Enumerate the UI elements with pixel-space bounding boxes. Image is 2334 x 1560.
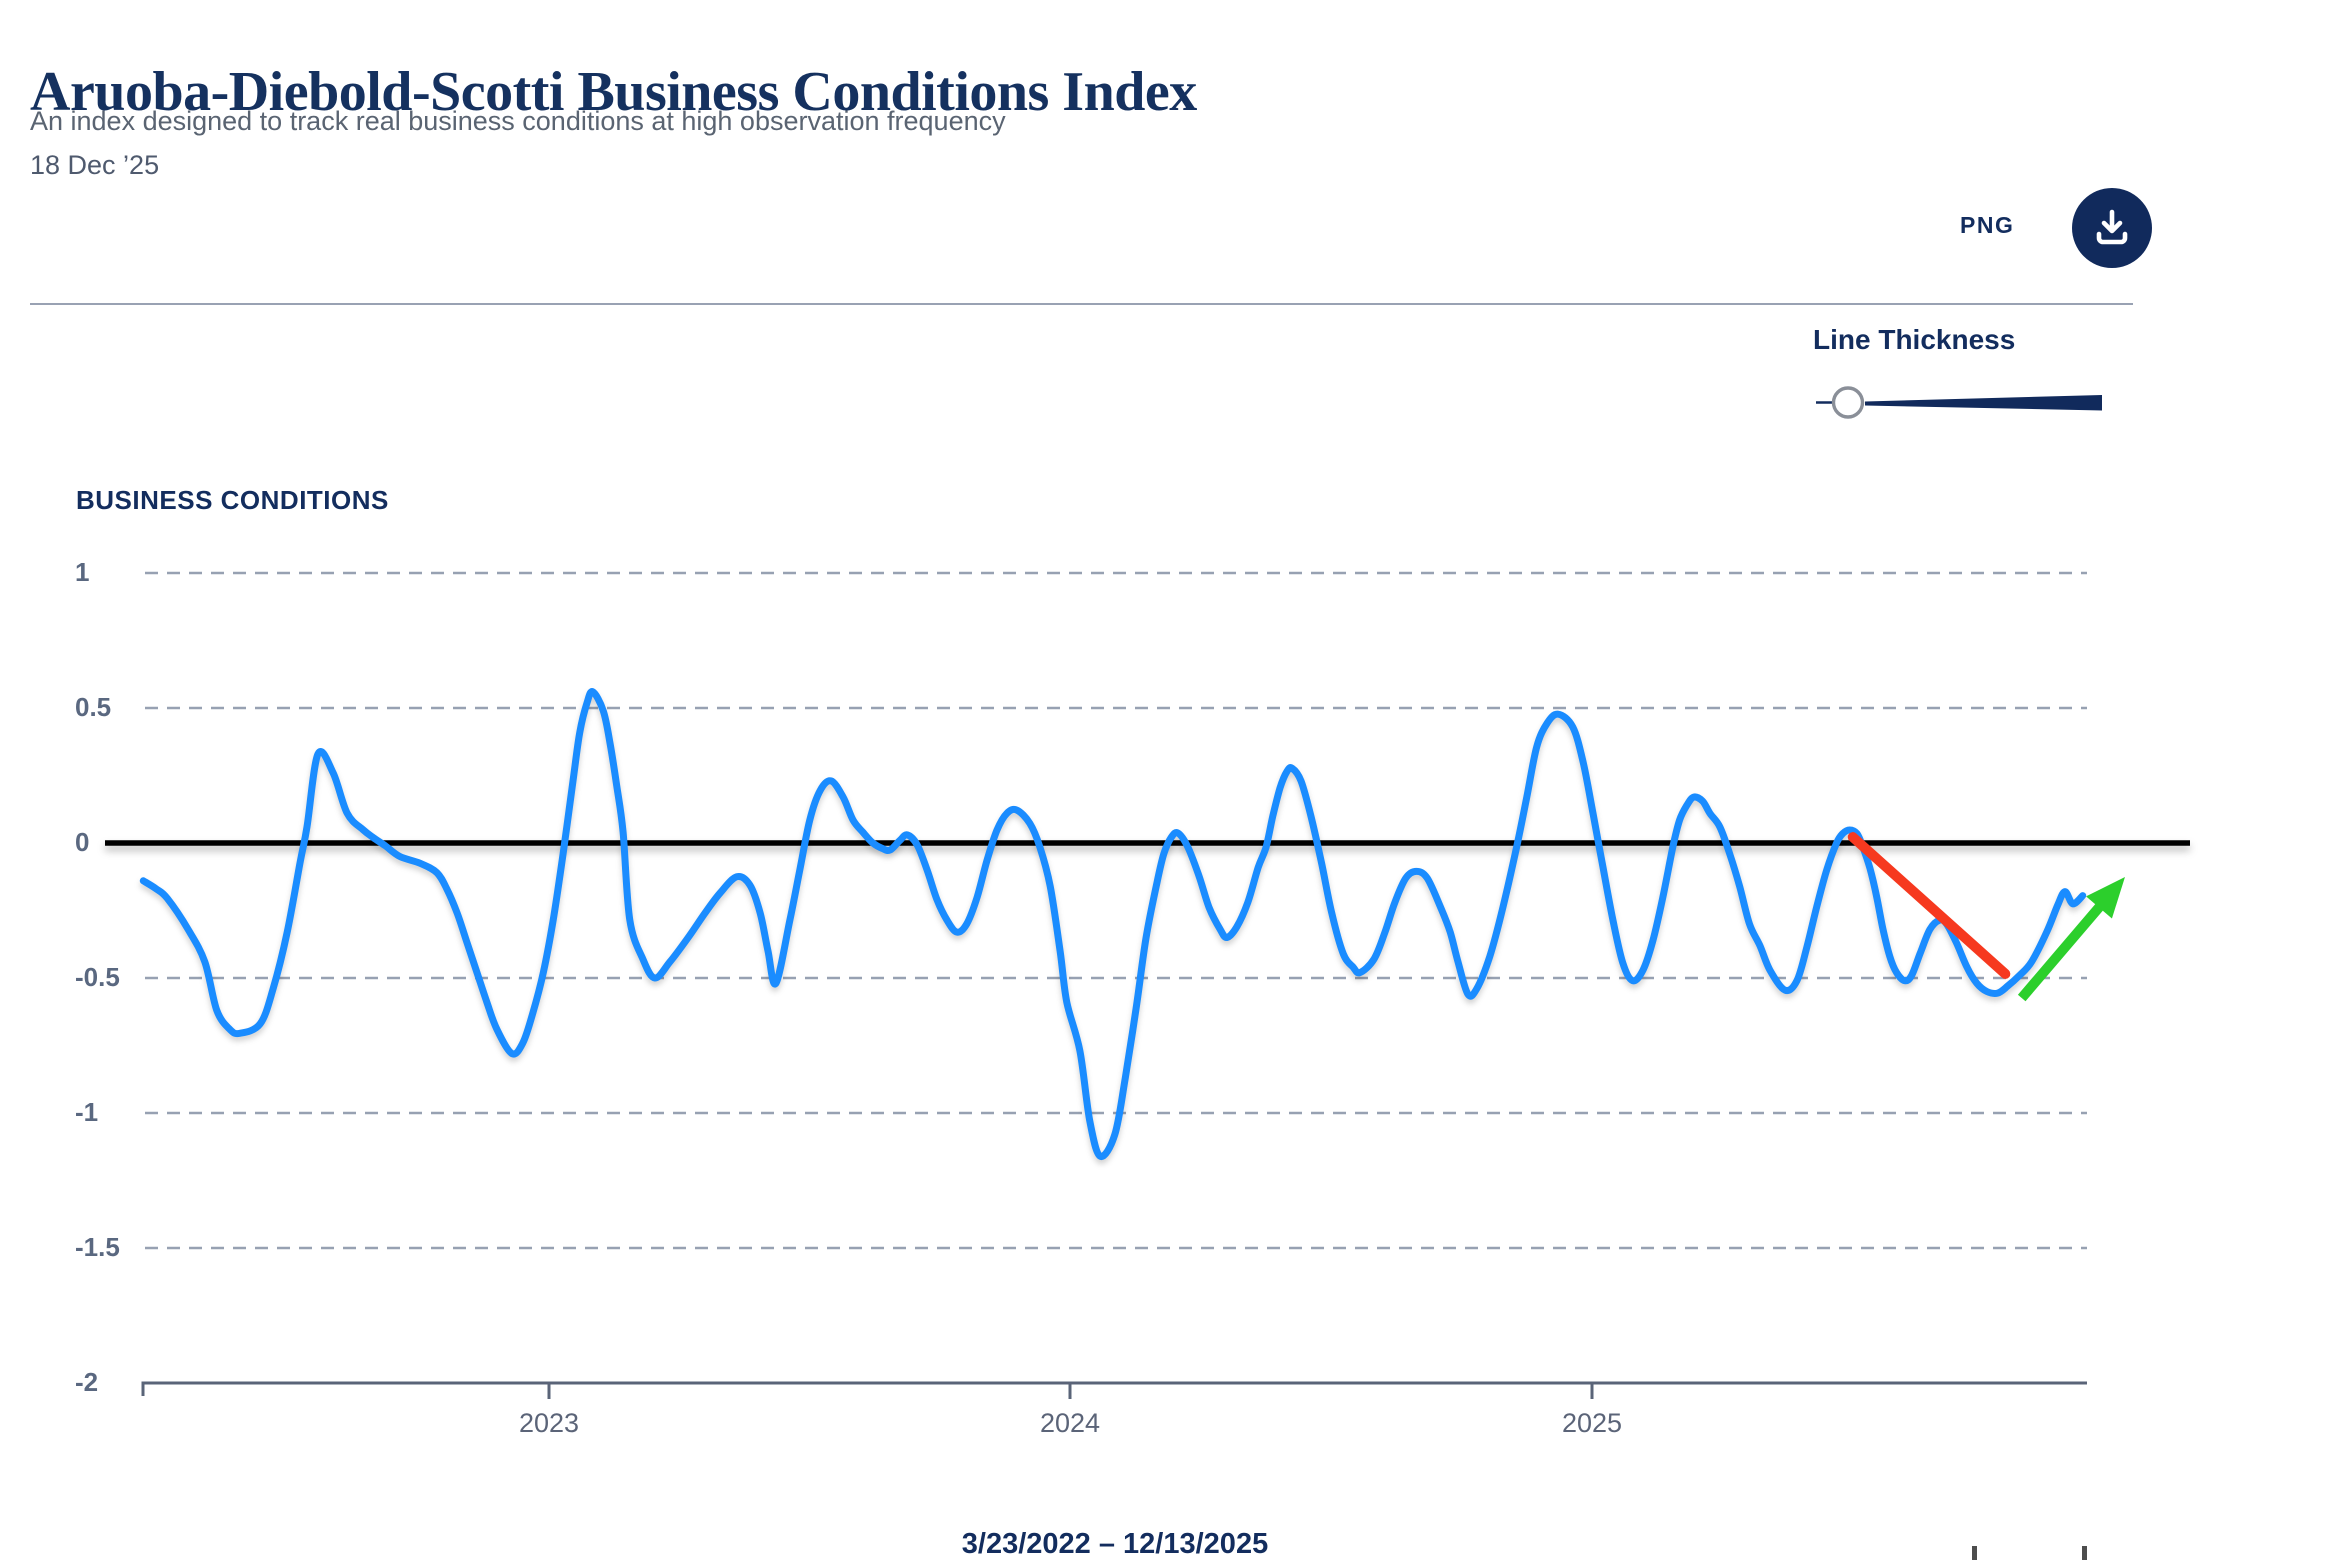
x-tick-2025: 2025 — [1561, 1408, 1623, 1438]
index-line-series[interactable] — [139, 688, 2087, 1160]
slider-handle[interactable] — [1831, 386, 1865, 419]
y-tick-1: 1 — [75, 557, 90, 587]
uptrend-arrow-shaft — [2017, 899, 2107, 1002]
line-thickness-slider[interactable] — [1808, 384, 2118, 424]
report-date: 18 Dec ’25 — [30, 150, 160, 180]
y-tick-0p5: 0.5 — [75, 692, 112, 722]
cropped-control-stub-left — [1972, 1546, 1977, 1560]
y-axis-title: BUSINESS CONDITIONS — [76, 485, 389, 515]
download-icon — [2090, 205, 2134, 252]
x-tick-2023: 2023 — [518, 1408, 580, 1438]
uptrend-arrow-head — [2086, 877, 2125, 919]
x-axis-ticks — [547, 1383, 1594, 1399]
download-format-label: PNG — [1960, 212, 2015, 238]
slider-track-wedge[interactable] — [1865, 395, 2102, 411]
page-title: Aruoba-Diebold-Scotti Business Condition… — [30, 60, 1197, 123]
download-png-button[interactable] — [2072, 188, 2152, 268]
x-axis-line — [141, 1381, 2087, 1396]
y-tick-0: 0 — [75, 827, 90, 857]
downtrend-arrow-shaft — [1847, 832, 2011, 979]
y-tick-n2: -2 — [75, 1367, 99, 1397]
ads-index-line[interactable] — [139, 688, 2087, 1160]
page-subtitle: An index designed to track real business… — [30, 106, 1006, 136]
y-tick-n1p5: -1.5 — [75, 1232, 120, 1262]
line-thickness-label: Line Thickness — [1813, 324, 2016, 355]
header-divider — [30, 303, 2133, 305]
x-tick-2024: 2024 — [1039, 1408, 1101, 1438]
date-range-label: 3/23/2022 – 12/13/2025 — [961, 1528, 1269, 1560]
gridlines — [145, 571, 2087, 1250]
trend-annotations — [1847, 832, 2125, 1002]
cropped-control-stub-right — [2082, 1546, 2087, 1560]
y-tick-n0p5: -0.5 — [75, 962, 120, 992]
y-tick-n1: -1 — [75, 1097, 99, 1127]
